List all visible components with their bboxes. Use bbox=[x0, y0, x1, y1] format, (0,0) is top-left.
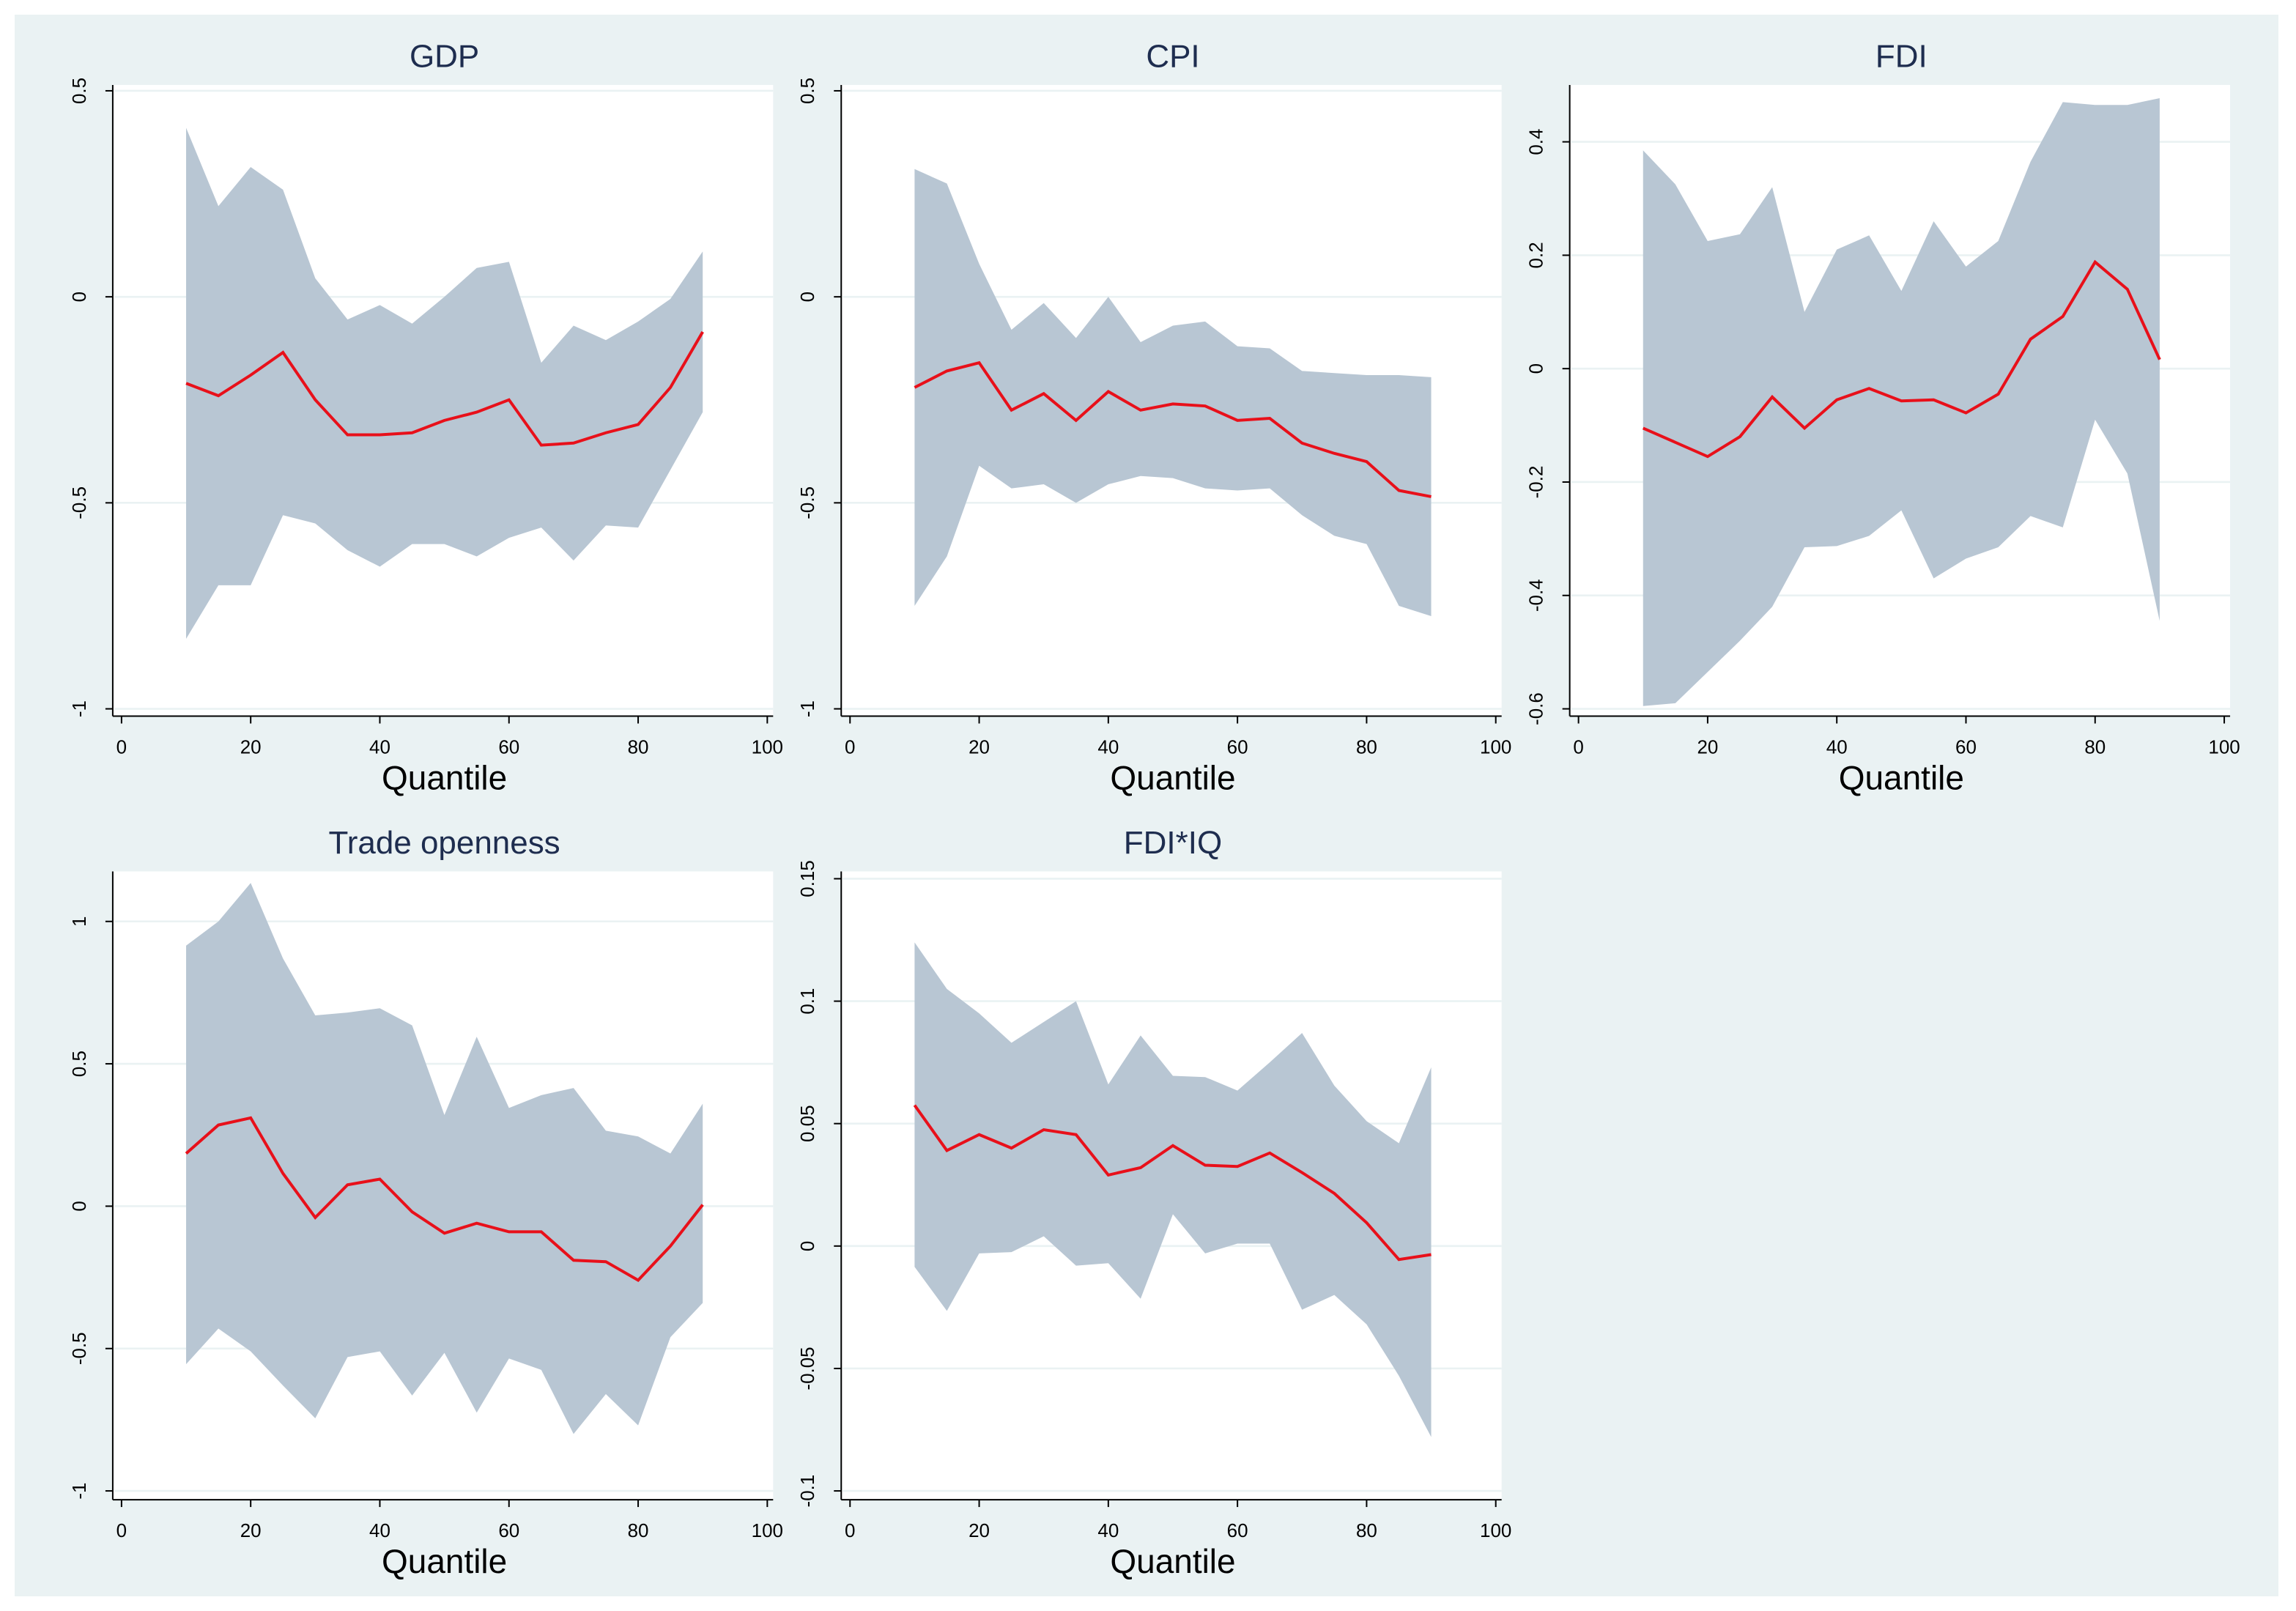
x-tick-label: 0 bbox=[1573, 736, 1583, 758]
x-tick-label: 20 bbox=[1697, 736, 1718, 758]
x-tick-label: 60 bbox=[498, 1519, 519, 1541]
x-tick-label: 40 bbox=[1097, 736, 1119, 758]
x-axis-label: Quantile bbox=[1110, 759, 1235, 797]
panel-title: GDP bbox=[410, 39, 479, 75]
y-tick-label: 0.4 bbox=[1525, 129, 1547, 155]
x-tick-label: 40 bbox=[1097, 1519, 1119, 1541]
x-tick-label: 20 bbox=[240, 736, 262, 758]
y-tick-label: 0.5 bbox=[68, 1051, 90, 1077]
x-tick-label: 0 bbox=[116, 1519, 127, 1541]
x-tick-label: 80 bbox=[2084, 736, 2106, 758]
x-tick-label: 100 bbox=[1480, 736, 1511, 758]
confidence-band bbox=[914, 942, 1432, 1437]
x-tick-label: 100 bbox=[752, 1519, 783, 1541]
x-tick-label: 60 bbox=[1955, 736, 1977, 758]
x-tick-label: 0 bbox=[845, 1519, 855, 1541]
y-tick-label: 0.5 bbox=[68, 78, 90, 104]
coefficient-line bbox=[185, 1116, 704, 1282]
x-tick-label: 100 bbox=[752, 736, 783, 758]
x-tick-label: 80 bbox=[1356, 736, 1377, 758]
x-tick-label: 40 bbox=[369, 1519, 390, 1541]
coefficient-line bbox=[914, 360, 1432, 498]
panel: -1 -0.5 0 0.5 0 20 40 60 80 100 Quantile GDP bbox=[68, 39, 783, 797]
x-tick-label: 100 bbox=[2208, 736, 2240, 758]
x-tick-label: 0 bbox=[845, 736, 855, 758]
x-axis-label: Quantile bbox=[1839, 759, 1964, 797]
x-tick-label: 60 bbox=[1227, 736, 1248, 758]
coefficient-line bbox=[185, 330, 704, 447]
x-tick-label: 80 bbox=[628, 736, 649, 758]
y-tick-label: 0.2 bbox=[1525, 242, 1547, 268]
y-tick-label: 0.5 bbox=[796, 78, 818, 104]
y-tick-label: 0 bbox=[1525, 363, 1547, 374]
y-tick-label: -0.5 bbox=[68, 1332, 90, 1365]
y-tick-label: -0.2 bbox=[1525, 466, 1547, 499]
x-tick-label: 60 bbox=[1227, 1519, 1248, 1541]
confidence-band bbox=[186, 127, 703, 639]
x-tick-label: 60 bbox=[498, 736, 519, 758]
x-tick-label: 80 bbox=[628, 1519, 649, 1541]
panel-title: Trade openness bbox=[329, 825, 560, 861]
x-tick-label: 20 bbox=[969, 1519, 990, 1541]
x-axis-label: Quantile bbox=[382, 1542, 507, 1580]
panel-title: CPI bbox=[1146, 39, 1199, 75]
panel: -0.1 -0.05 0 0.05 0.1 0.15 0 20 40 60 80 100 Quantil… bbox=[796, 825, 1511, 1580]
y-tick-label: 0.15 bbox=[796, 860, 818, 897]
x-axis-label: Quantile bbox=[382, 759, 507, 797]
y-tick-label: -0.5 bbox=[796, 486, 818, 519]
y-tick-label: 1 bbox=[68, 916, 90, 927]
panel-title: FDI*IQ bbox=[1124, 825, 1222, 861]
y-tick-label: -1 bbox=[68, 700, 90, 717]
confidence-band bbox=[914, 168, 1432, 617]
y-tick-label: -1 bbox=[68, 1483, 90, 1500]
y-tick-label: 0 bbox=[68, 1201, 90, 1211]
x-axis-label: Quantile bbox=[1110, 1542, 1235, 1580]
y-tick-label: -0.05 bbox=[796, 1347, 818, 1390]
y-tick-label: 0 bbox=[796, 292, 818, 302]
panel: -1 -0.5 0 0.5 0 20 40 60 80 100 Quantile CPI bbox=[796, 39, 1511, 797]
x-tick-label: 20 bbox=[969, 736, 990, 758]
y-tick-label: -0.6 bbox=[1525, 692, 1547, 725]
y-tick-label: 0 bbox=[796, 1241, 818, 1251]
x-tick-label: 80 bbox=[1356, 1519, 1377, 1541]
y-tick-label: -0.4 bbox=[1525, 579, 1547, 612]
x-tick-label: 40 bbox=[1826, 736, 1848, 758]
y-tick-label: 0.1 bbox=[796, 988, 818, 1015]
y-tick-label: -0.5 bbox=[68, 486, 90, 519]
panel: -0.6 -0.4 -0.2 0 0.2 0.4 0 20 40 60 80 100 Quantile F… bbox=[1525, 39, 2240, 797]
y-tick-label: 0 bbox=[68, 292, 90, 302]
x-tick-label: 100 bbox=[1480, 1519, 1511, 1541]
y-tick-label: 0.05 bbox=[796, 1105, 818, 1142]
y-tick-label: -0.1 bbox=[796, 1475, 818, 1508]
panel: -1 -0.5 0 0.5 1 0 20 40 60 80 100 Quantile Trade ope… bbox=[68, 825, 783, 1580]
panel-title: FDI bbox=[1875, 39, 1927, 75]
x-tick-label: 0 bbox=[116, 736, 127, 758]
coefficient-line bbox=[1642, 259, 2161, 459]
coefficient-line bbox=[913, 1104, 1432, 1262]
x-tick-label: 40 bbox=[369, 736, 390, 758]
y-tick-label: -1 bbox=[796, 700, 818, 717]
x-tick-label: 20 bbox=[240, 1519, 262, 1541]
confidence-band bbox=[186, 883, 703, 1434]
